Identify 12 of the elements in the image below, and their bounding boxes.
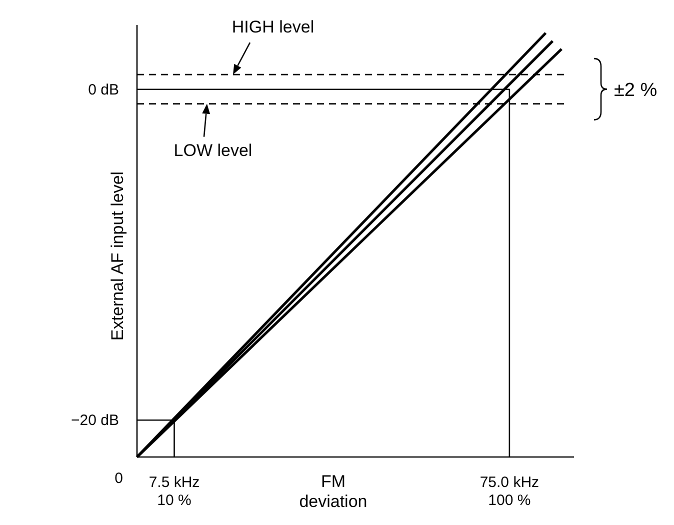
y-axis-title: External AF input level [108, 171, 127, 341]
x-tick-label: 7.5 kHz [148, 474, 200, 491]
text: 0 dB [88, 81, 119, 98]
text: 10 % [157, 492, 192, 509]
x-tick-label: 75.0 kHz [480, 474, 540, 491]
annotation: LOW level [174, 140, 252, 160]
x-axis-title: FM deviation [299, 472, 368, 511]
text: 0 [114, 470, 123, 487]
text: 100 % [488, 492, 531, 509]
text: ±2 % [614, 80, 658, 102]
annotation: HIGH level [232, 18, 314, 37]
text: −20 dB [71, 412, 119, 430]
